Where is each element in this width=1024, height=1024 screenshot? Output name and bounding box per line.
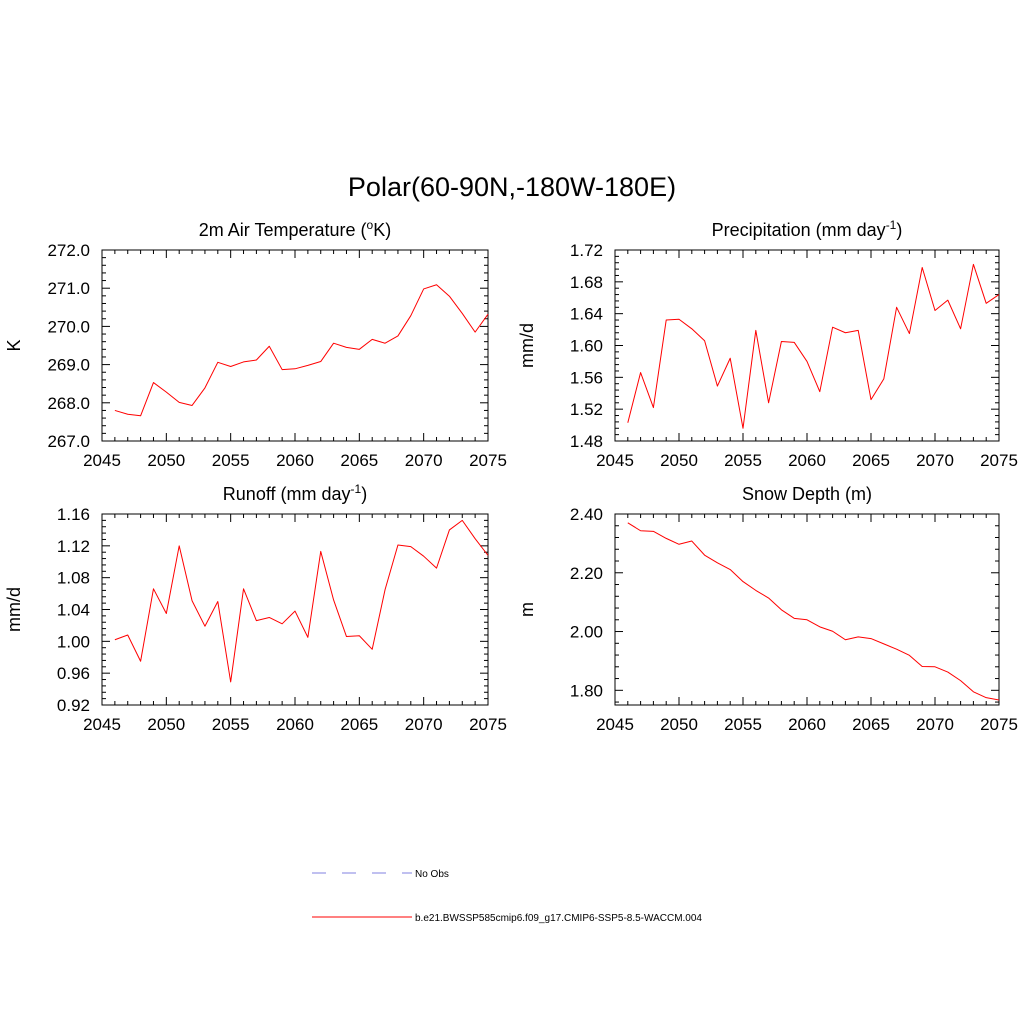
y-tick-label: 2.00	[570, 623, 603, 642]
y-tick-label: 1.56	[570, 368, 603, 387]
x-tick-label: 2070	[405, 715, 443, 734]
y-tick-label: 268.0	[47, 394, 90, 413]
x-tick-label: 2045	[83, 715, 121, 734]
y-tick-label: 2.20	[570, 564, 603, 583]
panels-group: 2m Air Temperature (oK) K 2045 2050 2055 2060…	[4, 218, 1018, 734]
y-tick-label: 271.0	[47, 279, 90, 298]
x-tick-label: 2055	[724, 451, 762, 470]
y-tick-label: 1.04	[57, 601, 90, 620]
panel-title: Runoff (mm day-1)	[223, 482, 367, 504]
y-axis-label: mm/d	[4, 587, 24, 632]
plot-frame	[614, 249, 1000, 442]
chart-panel-2: Runoff (mm day-1) mm/d 2045 2050 2055 2060 206…	[4, 482, 507, 734]
plot-frame	[101, 249, 489, 442]
x-tick-label: 2050	[660, 451, 698, 470]
legend: No Obs b.e21.BWSSP585cmip6.f09_g17.CMIP6…	[312, 869, 702, 924]
y-tick-label: 1.80	[570, 681, 603, 700]
x-tick-label: 2050	[660, 715, 698, 734]
x-tick-label: 2075	[980, 451, 1018, 470]
x-tick-label: 2065	[852, 451, 890, 470]
y-tick-label: 269.0	[47, 356, 90, 375]
plot-frame	[614, 513, 1000, 706]
x-tick-label: 2060	[276, 715, 314, 734]
x-tick-label: 2065	[852, 715, 890, 734]
x-tick-label: 2055	[212, 451, 250, 470]
series-line	[114, 284, 489, 417]
x-tick-label: 2070	[405, 451, 443, 470]
series-line	[627, 522, 1000, 701]
y-tick-label: 1.00	[57, 632, 90, 651]
figure-title: Polar(60-90N,-180W-180E)	[348, 172, 676, 202]
y-tick-label: 1.60	[570, 337, 603, 356]
x-tick-label: 2055	[724, 715, 762, 734]
y-tick-label: 2.40	[570, 505, 603, 524]
y-tick-label: 1.64	[570, 305, 603, 324]
series-line	[627, 263, 1000, 429]
y-tick-label: 1.72	[570, 241, 603, 260]
x-tick-label: 2060	[788, 451, 826, 470]
x-tick-label: 2065	[340, 715, 378, 734]
y-tick-label: 1.48	[570, 432, 603, 451]
x-tick-label: 2045	[596, 715, 634, 734]
x-tick-label: 2075	[980, 715, 1018, 734]
legend-model-label: b.e21.BWSSP585cmip6.f09_g17.CMIP6-SSP5-8…	[415, 913, 702, 924]
chart-panel-3: Snow Depth (m) m 2045 2050 2055 2060 2065 2070 2…	[517, 484, 1018, 734]
y-tick-label: 1.16	[57, 505, 90, 524]
y-tick-label: 267.0	[47, 432, 90, 451]
plot-frame	[101, 513, 489, 706]
y-tick-label: 1.52	[570, 400, 603, 419]
x-tick-label: 2065	[340, 451, 378, 470]
x-tick-label: 2055	[212, 715, 250, 734]
y-tick-label: 1.12	[57, 537, 90, 556]
y-tick-label: 0.92	[57, 696, 90, 715]
legend-obs-label: No Obs	[415, 869, 449, 880]
x-tick-label: 2075	[469, 715, 507, 734]
y-tick-label: 270.0	[47, 317, 90, 336]
x-tick-label: 2050	[147, 715, 185, 734]
y-axis-label: mm/d	[517, 323, 537, 368]
x-tick-label: 2050	[147, 451, 185, 470]
y-tick-label: 272.0	[47, 241, 90, 260]
panel-title: 2m Air Temperature (oK)	[199, 218, 391, 240]
x-tick-label: 2070	[916, 451, 954, 470]
x-tick-label: 2070	[916, 715, 954, 734]
chart-panel-1: Precipitation (mm day-1) mm/d 2045 2050 2055…	[517, 218, 1018, 470]
y-axis-label: K	[4, 339, 24, 351]
y-axis-label: m	[517, 602, 537, 617]
y-tick-label: 0.96	[57, 664, 90, 683]
chart-panel-0: 2m Air Temperature (oK) K 2045 2050 2055 2060…	[4, 218, 507, 470]
x-tick-label: 2060	[788, 715, 826, 734]
panel-title: Precipitation (mm day-1)	[712, 218, 903, 240]
y-tick-label: 1.68	[570, 273, 603, 292]
y-tick-label: 1.08	[57, 569, 90, 588]
x-tick-label: 2075	[469, 451, 507, 470]
x-tick-label: 2045	[83, 451, 121, 470]
series-line	[114, 519, 489, 683]
x-tick-label: 2060	[276, 451, 314, 470]
x-tick-label: 2045	[596, 451, 634, 470]
panel-title: Snow Depth (m)	[742, 484, 872, 504]
